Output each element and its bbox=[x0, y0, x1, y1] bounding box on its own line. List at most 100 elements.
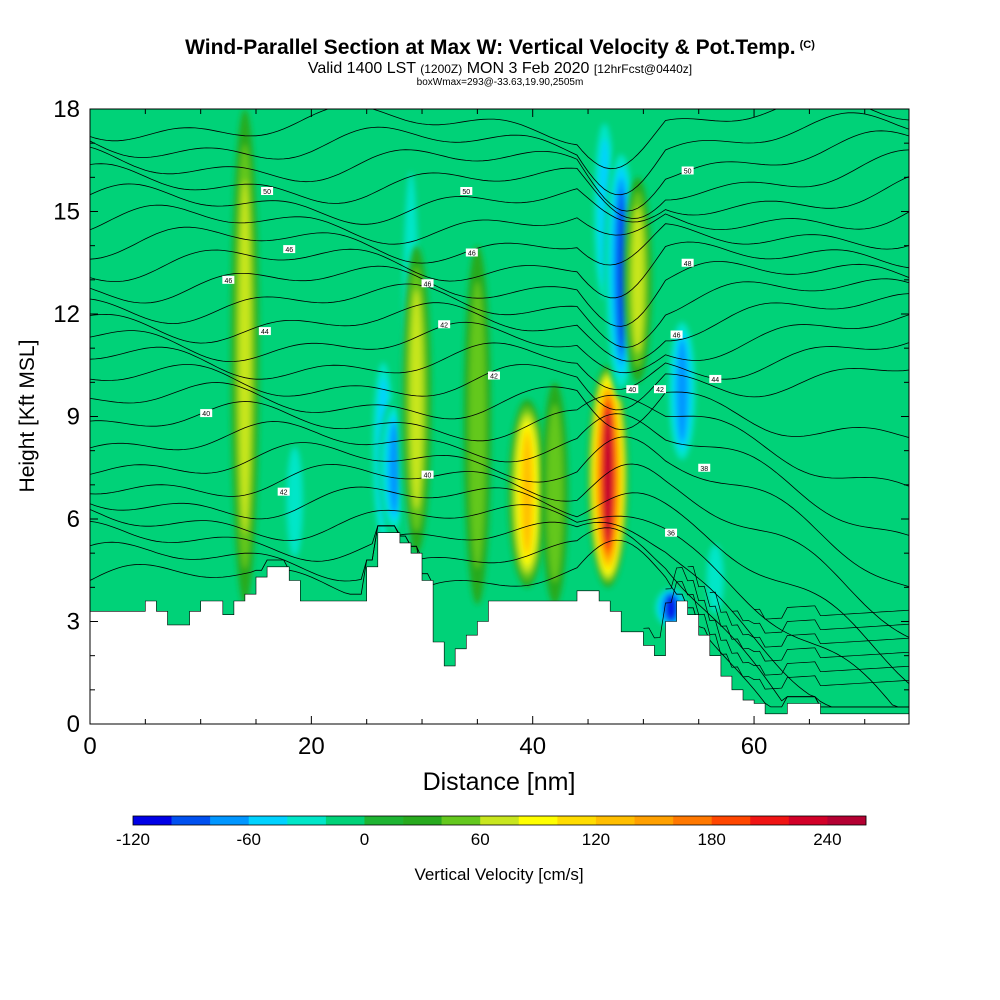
y-axis-label: Height [Kft MSL] bbox=[16, 340, 39, 493]
velocity-plume bbox=[541, 382, 569, 605]
isentrope-label-box bbox=[460, 187, 473, 195]
x-axis-label: Distance [nm] bbox=[423, 768, 576, 796]
isentrope-line bbox=[90, 504, 909, 708]
colorbar: -120 -60 0 60 120 180 240 bbox=[116, 815, 867, 849]
isentrope-label: 42 bbox=[487, 371, 500, 381]
isentrope-label: 50 bbox=[261, 187, 274, 196]
colorbar-swatch bbox=[441, 816, 481, 825]
colorbar-swatch bbox=[750, 816, 790, 825]
isentrope-line bbox=[90, 112, 909, 196]
isentrope-label: 46 bbox=[222, 275, 235, 285]
isentrope-line bbox=[687, 566, 909, 662]
isentrope-line bbox=[90, 314, 909, 374]
velocity-contour bbox=[522, 435, 532, 552]
isentrope-label-text: 38 bbox=[700, 466, 708, 473]
velocity-plume bbox=[442, 177, 468, 622]
colorbar-tick-label: 240 bbox=[813, 830, 841, 849]
isentrope-line bbox=[709, 591, 909, 648]
isentrope-line bbox=[90, 149, 909, 219]
box-info: boxWmax=293@-33.63,19.90,2505m bbox=[416, 77, 584, 88]
title-text: Wind-Parallel Section at Max W: Vertical… bbox=[185, 36, 796, 59]
isentrope-label-text: 42 bbox=[440, 322, 448, 329]
isentrope-label-box bbox=[681, 258, 694, 267]
isentrope-line bbox=[90, 109, 909, 170]
colorbar-swatch bbox=[480, 816, 520, 825]
colorbar-swatch bbox=[325, 816, 365, 825]
terrain bbox=[90, 532, 909, 724]
isentrope-label-box bbox=[698, 463, 711, 472]
velocity-contour bbox=[616, 189, 627, 353]
isentrope-label-text: 50 bbox=[684, 169, 692, 176]
isentrope-label-box bbox=[283, 245, 296, 254]
colorbar-tick-label: 120 bbox=[582, 830, 610, 849]
isentrope-line bbox=[90, 223, 909, 266]
isentrope-label-text: 48 bbox=[684, 261, 692, 268]
isentrope-label-box bbox=[200, 409, 213, 418]
isentrope-label-text: 46 bbox=[285, 247, 293, 254]
velocity-contour bbox=[144, 501, 169, 605]
isentrope-label-box bbox=[487, 371, 500, 380]
colorbar-swatch bbox=[634, 816, 674, 825]
valid-date: MON 3 Feb 2020 bbox=[466, 60, 590, 77]
isentrope-line bbox=[90, 520, 909, 708]
velocity-contour bbox=[676, 339, 688, 443]
isentrope-label-text: 42 bbox=[490, 374, 498, 381]
isentrope-label-box bbox=[258, 327, 271, 336]
isentrope-label-box bbox=[277, 487, 290, 496]
isentrope-label-text: 44 bbox=[261, 329, 269, 336]
isentrope-label-text: 40 bbox=[202, 411, 210, 418]
isentrope-label: 46 bbox=[670, 330, 683, 340]
isentrope-label: 38 bbox=[698, 463, 711, 473]
chart-title: Wind-Parallel Section at Max W: Vertical… bbox=[0, 36, 1000, 60]
forecast-info: [12hrFcst@0440z] bbox=[593, 62, 693, 76]
isentrope-label: 42 bbox=[653, 385, 666, 394]
isentrope-label-text: 46 bbox=[468, 251, 476, 258]
isentrope-label: 46 bbox=[421, 279, 434, 288]
velocity-contour bbox=[410, 289, 423, 510]
isentrope-line bbox=[90, 436, 909, 588]
colorbar-tick-label: -120 bbox=[116, 830, 150, 849]
isentrope-line bbox=[90, 278, 909, 348]
isentrope-line bbox=[90, 261, 909, 327]
isentrope-label-text: 50 bbox=[462, 189, 470, 196]
isentrope-label: 36 bbox=[665, 528, 678, 538]
isentrope-line bbox=[90, 342, 909, 391]
colorbar-tick-label: 180 bbox=[697, 830, 725, 849]
x-tick-label: 0 bbox=[83, 733, 96, 760]
colorbar-frame bbox=[132, 815, 867, 826]
isentrope-label-box bbox=[421, 470, 434, 479]
isentrope-line bbox=[90, 382, 909, 438]
velocity-contour bbox=[287, 447, 303, 557]
velocity-plume bbox=[623, 177, 652, 383]
isentrope-label-box bbox=[465, 248, 478, 257]
isentrope-label: 48 bbox=[681, 258, 694, 268]
isentrope-line bbox=[90, 394, 909, 487]
valid-zulu: (1200Z) bbox=[420, 62, 463, 76]
isentrope-line bbox=[90, 525, 909, 708]
x-tick-label: 20 bbox=[298, 733, 325, 760]
isentrope-label-text: 42 bbox=[280, 490, 288, 497]
colorbar-tick-label: -60 bbox=[236, 830, 261, 849]
colorbar-tick-label: 60 bbox=[471, 830, 490, 849]
isentrope-label-box bbox=[222, 275, 235, 284]
velocity-contour bbox=[707, 544, 724, 613]
x-axis: 0 20 40 60 bbox=[83, 109, 866, 760]
isentrope-label: 40 bbox=[421, 470, 434, 480]
velocity-plume bbox=[401, 245, 432, 554]
isentrope-label: 50 bbox=[460, 187, 473, 196]
isentrope-line bbox=[90, 241, 909, 299]
isentrope-label-box bbox=[261, 187, 274, 195]
copyright-mark: (C) bbox=[799, 39, 815, 51]
colorbar-swatch bbox=[673, 816, 712, 825]
y-tick-label: 18 bbox=[53, 96, 80, 123]
colorbar-swatch bbox=[248, 816, 288, 825]
velocity-contour bbox=[389, 422, 400, 514]
colorbar-tick-label: 0 bbox=[360, 830, 369, 849]
isentrope-line bbox=[90, 364, 909, 411]
colorbar-swatch bbox=[711, 816, 751, 825]
y-tick-label: 6 bbox=[67, 506, 80, 533]
isentrope-label-box bbox=[670, 330, 683, 339]
isentropes: 40 44 46 46 50 50 46 46 42 42 40 42 50 48 46 44 40 42 38 36 bbox=[90, 109, 909, 708]
x-tick-label: 60 bbox=[741, 733, 768, 760]
isentrope-label-box bbox=[653, 385, 666, 394]
